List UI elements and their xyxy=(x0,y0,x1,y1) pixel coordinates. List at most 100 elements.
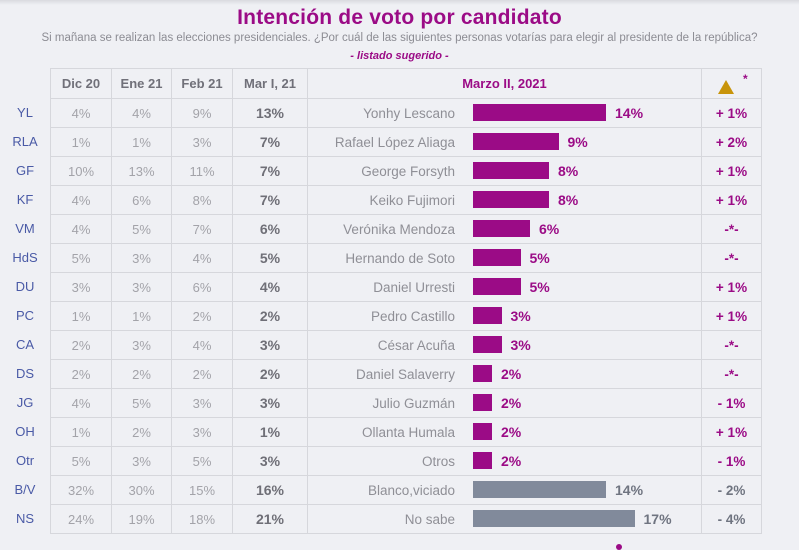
col-header-chart: Marzo II, 2021 xyxy=(308,69,702,98)
bar-value-label: 14% xyxy=(615,482,644,498)
bar xyxy=(473,423,492,440)
chart-cell: Rafael López Aliaga 9% xyxy=(308,128,702,156)
candidate-name: George Forsyth xyxy=(361,163,455,179)
cell-dic20: 4% xyxy=(51,99,112,127)
cell-feb21: 18% xyxy=(172,505,233,533)
row-code-label: RLA xyxy=(12,134,38,149)
bar-value-label: 8% xyxy=(558,163,579,179)
table-row: 32% 30% 15% 16% Blanco,viciado 14% - 2% xyxy=(51,476,762,505)
col-header-ene21: Ene 21 xyxy=(112,69,172,98)
cell-mar1: 13% xyxy=(233,99,308,127)
delta-cell: - 2% xyxy=(702,476,762,504)
chart-title: Intención de voto por candidato xyxy=(237,6,562,29)
candidate-name: Rafael López Aliaga xyxy=(334,134,455,150)
cell-ene21: 3% xyxy=(112,331,172,359)
table-row: 4% 5% 3% 3% Julio Guzmán 2% - 1% xyxy=(51,389,762,418)
table-header-row: Dic 20 Ene 21 Feb 21 Mar I, 21 Marzo II,… xyxy=(51,69,762,99)
col-header-feb21: Feb 21 xyxy=(172,69,233,98)
cell-dic20: 4% xyxy=(51,215,112,243)
cell-ene21: 3% xyxy=(112,244,172,272)
footnote-marker xyxy=(616,544,622,550)
col-header-delta: * xyxy=(702,69,762,98)
cell-dic20: 10% xyxy=(51,157,112,185)
chart-cell: Daniel Urresti 5% xyxy=(308,273,702,301)
delta-cell: + 1% xyxy=(702,418,762,446)
cell-ene21: 30% xyxy=(112,476,172,504)
cell-mar1: 7% xyxy=(233,128,308,156)
bar-value-label: 17% xyxy=(643,511,672,527)
row-code-label: DU xyxy=(15,279,35,294)
row-code-label: Otr xyxy=(15,453,35,468)
table-row: 4% 5% 7% 6% Verónika Mendoza 6% -*- xyxy=(51,215,762,244)
cell-ene21: 6% xyxy=(112,186,172,214)
col-header-dic20: Dic 20 xyxy=(51,69,112,98)
bar xyxy=(473,307,502,324)
cell-dic20: 24% xyxy=(51,505,112,533)
row-code-label: NS xyxy=(15,511,35,526)
bar xyxy=(473,365,492,382)
chart-cell: César Acuña 3% xyxy=(308,331,702,359)
chart-cell: Yonhy Lescano 14% xyxy=(308,99,702,127)
candidate-name: No sabe xyxy=(404,511,455,527)
candidate-name: Daniel Salaverry xyxy=(355,366,455,382)
delta-cell: -*- xyxy=(702,215,762,243)
row-code-label: B/V xyxy=(14,482,36,497)
cell-feb21: 9% xyxy=(172,99,233,127)
table-row: 5% 3% 4% 5% Hernando de Soto 5% -*- xyxy=(51,244,762,273)
cell-mar1: 3% xyxy=(233,389,308,417)
row-code-label: DS xyxy=(15,366,35,381)
cell-ene21: 3% xyxy=(112,273,172,301)
bar xyxy=(473,249,521,266)
bar xyxy=(473,220,530,237)
candidate-name: Keiko Fujimori xyxy=(369,192,455,208)
cell-mar1: 2% xyxy=(233,360,308,388)
chart-cell: Julio Guzmán 2% xyxy=(308,389,702,417)
cell-mar1: 7% xyxy=(233,186,308,214)
bar xyxy=(473,336,502,353)
chart-cell: Ollanta Humala 2% xyxy=(308,418,702,446)
row-code-label: OH xyxy=(15,424,35,439)
chart-cell: Keiko Fujimori 8% xyxy=(308,186,702,214)
bar-value-label: 3% xyxy=(510,337,531,353)
cell-feb21: 15% xyxy=(172,476,233,504)
chart-cell: Otros 2% xyxy=(308,447,702,475)
bar-value-label: 2% xyxy=(501,395,522,411)
row-code-label: KF xyxy=(16,192,34,207)
bar-value-label: 9% xyxy=(567,134,588,150)
table-row: 4% 6% 8% 7% Keiko Fujimori 8% + 1% xyxy=(51,186,762,215)
candidate-name: Verónika Mendoza xyxy=(343,221,455,237)
bar-value-label: 8% xyxy=(558,192,579,208)
row-code-label: YL xyxy=(17,105,33,120)
table-row: 3% 3% 6% 4% Daniel Urresti 5% + 1% xyxy=(51,273,762,302)
bar xyxy=(473,452,492,469)
table-row: 1% 1% 3% 7% Rafael López Aliaga 9% + 2% xyxy=(51,128,762,157)
row-code-label: CA xyxy=(15,337,35,352)
cell-ene21: 13% xyxy=(112,157,172,185)
cell-ene21: 1% xyxy=(112,302,172,330)
row-code-label: JG xyxy=(16,395,34,410)
bar-value-label: 2% xyxy=(501,453,522,469)
cell-dic20: 5% xyxy=(51,447,112,475)
cell-ene21: 1% xyxy=(112,128,172,156)
row-labels: YL RLA GF KF VM HdS DU PC CA DS JG OH Otr B/V NS xyxy=(0,98,50,533)
asterisk-mark: * xyxy=(743,72,748,86)
delta-cell: + 1% xyxy=(702,99,762,127)
cell-feb21: 2% xyxy=(172,360,233,388)
cell-dic20: 1% xyxy=(51,128,112,156)
chart-cell: Verónika Mendoza 6% xyxy=(308,215,702,243)
candidate-name: Otros xyxy=(421,453,455,469)
cell-feb21: 2% xyxy=(172,302,233,330)
cell-mar1: 21% xyxy=(233,505,308,533)
candidate-name: Ollanta Humala xyxy=(361,424,455,440)
chart-subtitle: Si mañana se realizan las elecciones pre… xyxy=(41,32,758,44)
bar-value-label: 5% xyxy=(529,279,550,295)
cell-mar1: 3% xyxy=(233,331,308,359)
candidate-name: César Acuña xyxy=(377,337,455,353)
cell-mar1: 2% xyxy=(233,302,308,330)
cell-ene21: 19% xyxy=(112,505,172,533)
bar xyxy=(473,133,559,150)
candidate-name: Daniel Urresti xyxy=(373,279,455,295)
chart-cell: Blanco,viciado 14% xyxy=(308,476,702,504)
bar xyxy=(473,278,521,295)
cell-mar1: 16% xyxy=(233,476,308,504)
